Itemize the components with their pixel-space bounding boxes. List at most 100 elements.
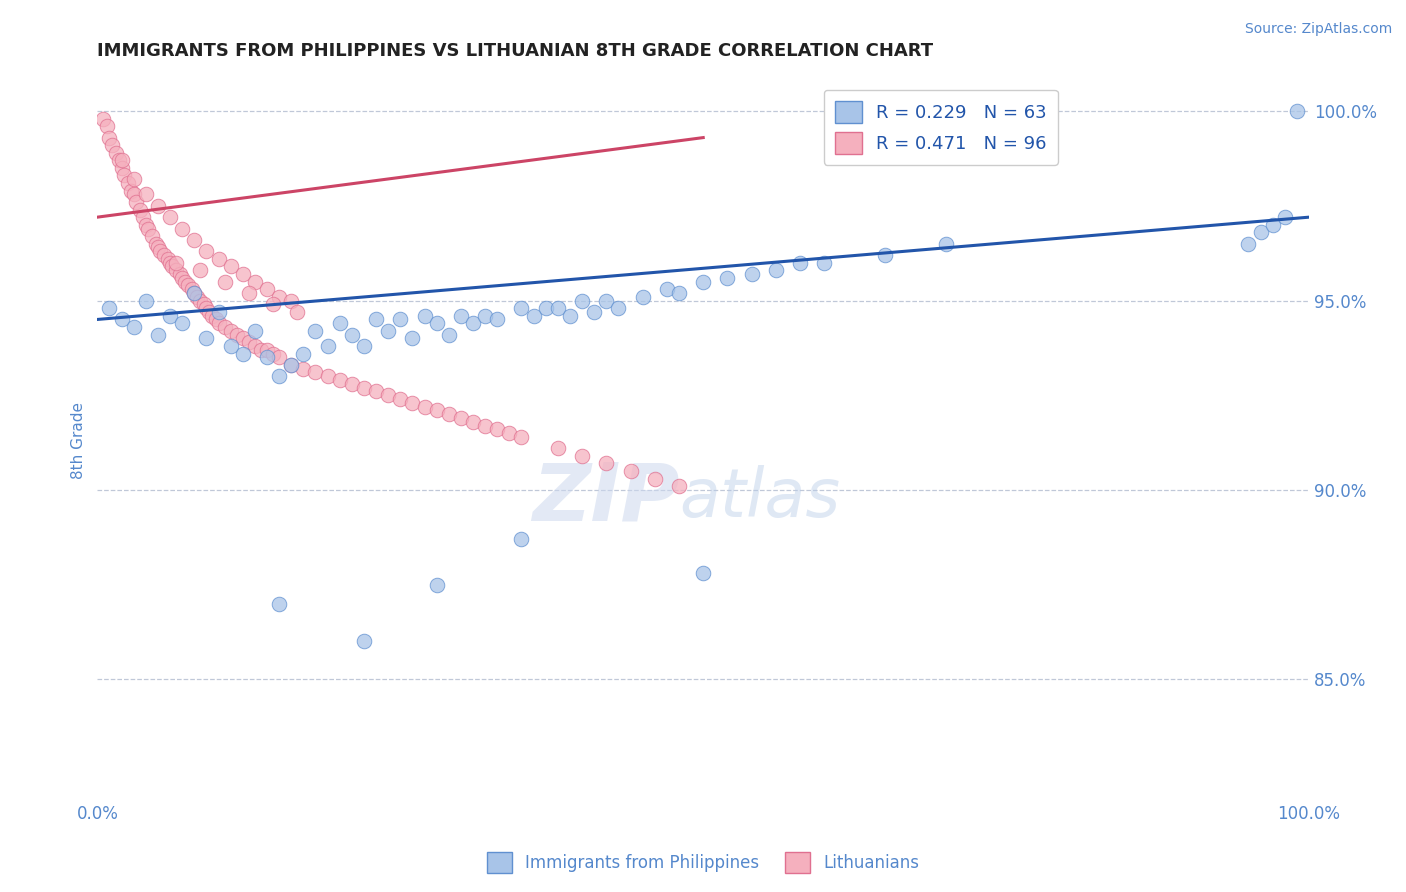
Point <box>104 145 127 160</box>
Point <box>207 252 229 266</box>
Legend: Immigrants from Philippines, Lithuanians: Immigrants from Philippines, Lithuanians <box>481 846 925 880</box>
Point <box>401 396 423 410</box>
Point <box>1274 210 1296 224</box>
Point <box>935 236 957 251</box>
Point <box>108 153 131 168</box>
Point <box>186 290 208 304</box>
Point <box>304 324 326 338</box>
Point <box>668 479 690 493</box>
Point <box>280 358 302 372</box>
Point <box>413 309 436 323</box>
Point <box>172 221 194 235</box>
Point <box>250 343 273 357</box>
Point <box>789 255 811 269</box>
Point <box>571 449 593 463</box>
Point <box>486 422 509 436</box>
Point <box>146 240 169 254</box>
Point <box>165 263 187 277</box>
Point <box>316 369 339 384</box>
Point <box>450 309 472 323</box>
Point <box>1250 225 1272 239</box>
Point <box>595 457 617 471</box>
Point <box>162 260 184 274</box>
Point <box>353 634 375 648</box>
Point <box>510 430 533 444</box>
Point <box>120 184 142 198</box>
Point <box>269 597 291 611</box>
Point <box>437 407 460 421</box>
Point <box>205 312 228 326</box>
Point <box>219 260 242 274</box>
Point <box>238 335 260 350</box>
Point <box>125 194 148 209</box>
Point <box>619 464 641 478</box>
Point <box>269 351 291 365</box>
Point <box>238 285 260 300</box>
Point <box>510 301 533 315</box>
Point <box>316 339 339 353</box>
Y-axis label: 8th Grade: 8th Grade <box>72 402 86 479</box>
Point <box>195 244 218 259</box>
Point <box>256 343 278 357</box>
Point <box>122 320 145 334</box>
Point <box>96 120 118 134</box>
Point <box>262 297 284 311</box>
Point <box>692 275 714 289</box>
Point <box>256 351 278 365</box>
Point <box>607 301 630 315</box>
Point <box>159 255 181 269</box>
Point <box>716 270 738 285</box>
Point <box>377 388 399 402</box>
Point <box>269 369 291 384</box>
Point <box>232 331 254 345</box>
Point <box>195 331 218 345</box>
Point <box>534 301 557 315</box>
Point <box>177 278 200 293</box>
Point <box>741 267 763 281</box>
Point <box>93 112 115 126</box>
Point <box>668 285 690 300</box>
Point <box>329 373 352 387</box>
Point <box>183 285 205 300</box>
Point <box>1285 104 1308 119</box>
Point <box>389 312 412 326</box>
Point <box>256 282 278 296</box>
Point <box>232 267 254 281</box>
Legend: R = 0.229   N = 63, R = 0.471   N = 96: R = 0.229 N = 63, R = 0.471 N = 96 <box>824 90 1057 164</box>
Point <box>873 248 896 262</box>
Point <box>183 285 205 300</box>
Text: Source: ZipAtlas.com: Source: ZipAtlas.com <box>1244 22 1392 37</box>
Point <box>132 210 155 224</box>
Point <box>280 293 302 308</box>
Point <box>214 320 236 334</box>
Point <box>219 324 242 338</box>
Point <box>450 411 472 425</box>
Point <box>558 309 581 323</box>
Point <box>145 236 167 251</box>
Point <box>141 229 163 244</box>
Point <box>329 316 352 330</box>
Point <box>146 327 169 342</box>
Point <box>631 290 654 304</box>
Point <box>262 346 284 360</box>
Point <box>353 339 375 353</box>
Point <box>364 312 387 326</box>
Point <box>173 275 195 289</box>
Point <box>193 297 215 311</box>
Point <box>1237 236 1260 251</box>
Point <box>112 169 135 183</box>
Point <box>813 255 835 269</box>
Point <box>201 309 224 323</box>
Point <box>219 339 242 353</box>
Point <box>401 331 423 345</box>
Point <box>285 305 308 319</box>
Point <box>110 161 132 175</box>
Point <box>122 187 145 202</box>
Point <box>110 312 132 326</box>
Point <box>426 577 449 591</box>
Point <box>243 275 266 289</box>
Point <box>583 305 606 319</box>
Point <box>426 403 449 417</box>
Point <box>571 293 593 308</box>
Point <box>547 442 569 456</box>
